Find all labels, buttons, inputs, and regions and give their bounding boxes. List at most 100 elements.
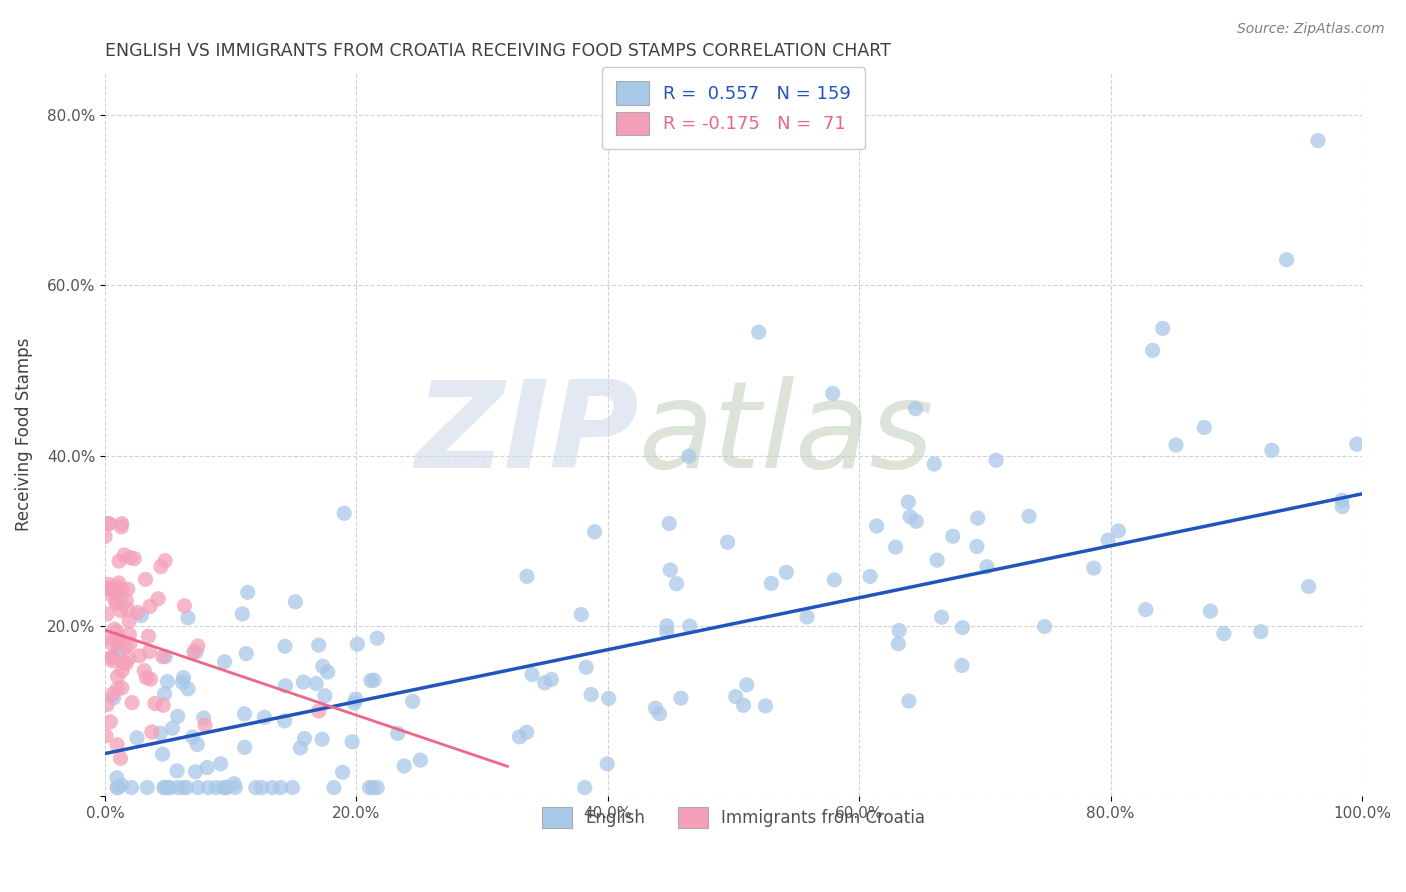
Point: [669, 691, 692, 706]
Point: [305, 676, 328, 690]
Point: [250, 780, 273, 795]
Point: [139, 672, 162, 686]
Point: [186, 738, 208, 752]
Point: [884, 540, 907, 554]
Point: [215, 780, 238, 795]
Point: [332, 765, 354, 780]
Point: [107, 575, 129, 590]
Point: [1331, 500, 1354, 514]
Point: [340, 735, 363, 749]
Point: [118, 651, 141, 665]
Point: [224, 780, 246, 795]
Point: [166, 709, 188, 723]
Point: [121, 696, 143, 710]
Point: [392, 759, 415, 773]
Point: [105, 624, 128, 639]
Point: [520, 667, 543, 681]
Point: [665, 576, 688, 591]
Point: [361, 780, 384, 795]
Point: [1107, 524, 1129, 538]
Point: [655, 619, 678, 633]
Point: [540, 673, 562, 687]
Point: [233, 706, 256, 721]
Y-axis label: Receiving Food Stamps: Receiving Food Stamps: [15, 337, 32, 531]
Point: [733, 698, 755, 713]
Point: [149, 559, 172, 574]
Point: [197, 780, 219, 795]
Point: [105, 780, 128, 795]
Point: [253, 710, 276, 724]
Point: [97, 516, 120, 531]
Point: [898, 509, 921, 524]
Point: [107, 634, 129, 648]
Point: [274, 639, 297, 653]
Point: [402, 694, 425, 708]
Point: [214, 655, 236, 669]
Point: [222, 777, 245, 791]
Point: [94, 529, 117, 543]
Point: [110, 751, 132, 765]
Point: [1097, 533, 1119, 547]
Point: [100, 650, 122, 665]
Point: [115, 640, 138, 654]
Point: [111, 582, 134, 597]
Point: [1212, 626, 1234, 640]
Point: [184, 645, 207, 659]
Point: [360, 673, 382, 688]
Point: [942, 529, 965, 543]
Point: [889, 624, 911, 638]
Point: [322, 780, 344, 795]
Point: [149, 726, 172, 740]
Point: [1298, 580, 1320, 594]
Point: [1135, 602, 1157, 616]
Point: [1275, 252, 1298, 267]
Point: [100, 636, 122, 650]
Point: [735, 678, 758, 692]
Point: [952, 621, 974, 635]
Point: [98, 516, 121, 531]
Point: [194, 718, 217, 732]
Point: [146, 591, 169, 606]
Point: [679, 619, 702, 633]
Point: [127, 606, 149, 620]
Text: Source: ZipAtlas.com: Source: ZipAtlas.com: [1237, 22, 1385, 37]
Point: [308, 638, 330, 652]
Point: [1152, 321, 1174, 335]
Point: [176, 780, 198, 795]
Point: [105, 596, 128, 610]
Point: [409, 753, 432, 767]
Point: [748, 325, 770, 339]
Point: [183, 645, 205, 659]
Point: [823, 573, 845, 587]
Point: [508, 730, 530, 744]
Point: [583, 524, 606, 539]
Point: [110, 591, 132, 606]
Point: [346, 637, 368, 651]
Point: [162, 721, 184, 735]
Point: [1142, 343, 1164, 358]
Point: [135, 671, 157, 685]
Point: [859, 569, 882, 583]
Point: [292, 675, 315, 690]
Point: [231, 607, 253, 621]
Point: [97, 631, 120, 645]
Point: [1164, 438, 1187, 452]
Point: [153, 554, 176, 568]
Point: [187, 780, 209, 795]
Point: [1306, 134, 1329, 148]
Point: [314, 689, 336, 703]
Point: [312, 659, 335, 673]
Point: [796, 610, 818, 624]
Point: [897, 694, 920, 708]
Point: [865, 519, 887, 533]
Point: [655, 624, 678, 639]
Point: [533, 675, 555, 690]
Point: [922, 457, 945, 471]
Point: [157, 780, 180, 795]
Point: [96, 607, 118, 621]
Point: [181, 730, 204, 744]
Point: [101, 654, 124, 668]
Point: [904, 401, 927, 416]
Point: [270, 780, 292, 795]
Point: [1018, 509, 1040, 524]
